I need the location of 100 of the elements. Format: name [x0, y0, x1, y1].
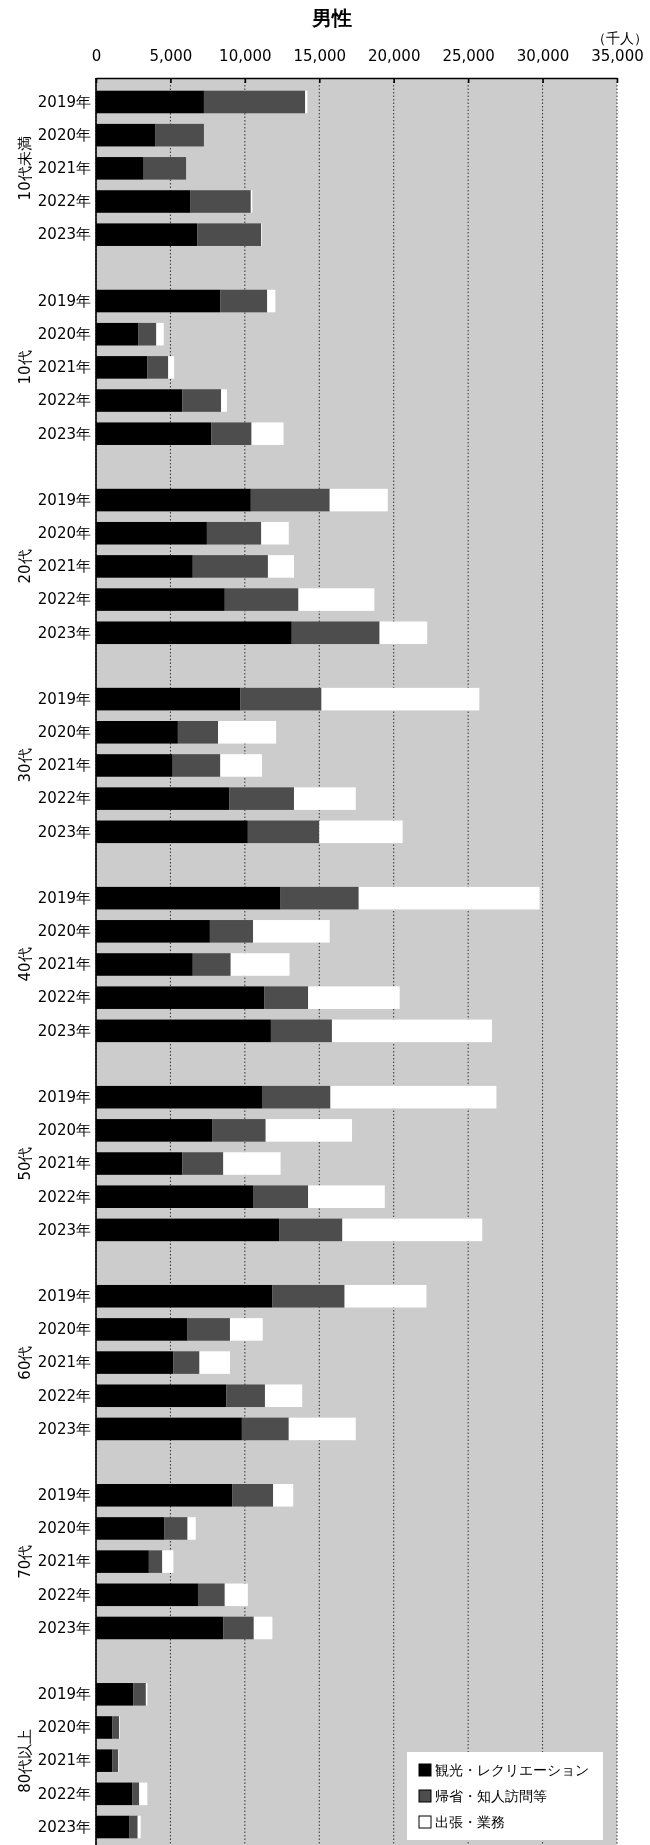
- y-tick-label: 2021年: [37, 1751, 91, 1770]
- bar: [220, 754, 262, 777]
- bar: [291, 621, 380, 645]
- bar: [206, 521, 262, 545]
- y-tick-label: 2021年: [37, 1154, 91, 1173]
- y-tick-label: 2019年: [37, 92, 91, 111]
- x-axis-title: （千人）: [592, 30, 648, 46]
- bar: [241, 1417, 289, 1441]
- chart-title: 男性: [310, 6, 352, 30]
- x-tick-label: 30,000: [516, 47, 570, 65]
- bar: [298, 588, 375, 611]
- bar: [112, 1716, 120, 1739]
- bar: [187, 1318, 230, 1341]
- bar: [308, 1185, 385, 1208]
- bar: [182, 1152, 224, 1175]
- bar: [162, 1550, 174, 1573]
- bar: [209, 920, 254, 943]
- x-tick-label: 10,000: [219, 47, 272, 65]
- bar: [133, 1683, 146, 1706]
- x-tick-label: 5,000: [149, 47, 193, 65]
- bar: [379, 621, 428, 645]
- y-tick-label: 2022年: [37, 391, 91, 410]
- bar: [279, 1218, 343, 1242]
- y-tick-label: 2019年: [37, 888, 91, 907]
- legend-label: 帰省・知人訪問等: [435, 1788, 547, 1805]
- bar: [229, 1318, 263, 1341]
- bar: [223, 1616, 254, 1640]
- bar: [224, 1583, 248, 1607]
- y-tick-label: 2019年: [37, 1486, 91, 1505]
- y-tick-label: 2023年: [37, 1419, 91, 1438]
- text: 20代: [16, 549, 34, 584]
- bar: [264, 986, 309, 1009]
- bar: [192, 555, 268, 578]
- bar: [221, 389, 227, 412]
- bar: [280, 886, 359, 910]
- bar: [240, 687, 322, 711]
- bar: [288, 1417, 356, 1441]
- bar: [265, 1119, 353, 1142]
- y-tick-label: 2021年: [37, 955, 91, 974]
- x-tick-label: 25,000: [442, 47, 495, 65]
- bar: [253, 1616, 273, 1640]
- bar: [267, 289, 276, 313]
- bar: [192, 953, 231, 976]
- bar: [168, 356, 175, 379]
- bar: [273, 1484, 294, 1507]
- bar: [148, 1550, 163, 1573]
- bar: [226, 1384, 265, 1408]
- y-tick-label: 2023年: [37, 1220, 91, 1239]
- bar: [132, 1782, 140, 1806]
- x-tick-label: 0: [91, 47, 102, 65]
- bar: [342, 1218, 483, 1242]
- bar: [308, 986, 400, 1009]
- y-tick-label: 2019年: [37, 1087, 91, 1106]
- bar: [112, 1749, 119, 1772]
- x-tick-label: 35,000: [591, 47, 644, 65]
- y-tick-label: 2022年: [37, 1784, 91, 1803]
- bar: [247, 820, 320, 844]
- y-tick-label: 2020年: [37, 723, 91, 742]
- bar: [199, 1351, 230, 1374]
- y-tick-label: 2020年: [37, 1121, 91, 1140]
- text: 50代: [16, 1146, 34, 1181]
- bar: [270, 1019, 332, 1043]
- y-tick-label: 2023年: [37, 822, 91, 841]
- bar: [164, 1517, 188, 1540]
- y-tick-label: 2020年: [37, 922, 91, 941]
- text: 10代: [16, 350, 34, 385]
- x-tick-label: 20,000: [367, 47, 421, 65]
- y-tick-label: 2023年: [37, 225, 91, 244]
- bar: [329, 488, 388, 512]
- y-tick-label: 2023年: [37, 623, 91, 642]
- bar: [267, 555, 294, 578]
- bar: [358, 886, 540, 910]
- bar: [129, 1815, 138, 1839]
- bar: [155, 123, 204, 147]
- y-tick-label: 2020年: [37, 325, 91, 343]
- y-tick-label: 2022年: [37, 988, 91, 1007]
- bar: [272, 1284, 345, 1308]
- text: 30代: [16, 748, 34, 783]
- bar: [261, 521, 289, 545]
- bar: [224, 588, 299, 611]
- bar: [264, 1384, 303, 1408]
- bar: [229, 787, 294, 810]
- bar: [172, 754, 221, 777]
- bar: [187, 1517, 196, 1540]
- bar: [261, 1085, 331, 1109]
- y-tick-label: 2019年: [37, 490, 91, 509]
- y-tick-label: 2019年: [37, 1685, 91, 1704]
- y-tick-label: 2021年: [37, 557, 91, 576]
- bar: [218, 721, 277, 744]
- bar: [197, 1583, 225, 1607]
- bar: [147, 356, 169, 379]
- y-tick-label: 2022年: [37, 590, 91, 609]
- y-tick-label: 2022年: [37, 789, 91, 808]
- bar: [212, 1119, 266, 1142]
- y-tick-label: 2021年: [37, 1353, 91, 1372]
- bar: [203, 90, 306, 114]
- y-tick-label: 2020年: [37, 1320, 91, 1339]
- bar: [182, 389, 222, 412]
- y-tick-label: 2021年: [37, 358, 91, 377]
- y-tick-label: 2023年: [37, 1817, 91, 1836]
